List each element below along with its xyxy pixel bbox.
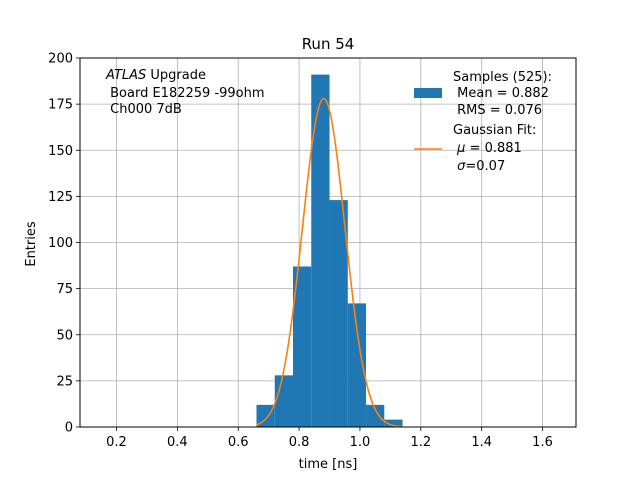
annotation-line-3: Ch000 7dB [106,102,182,117]
legend-fit-sigma: σ=0.07 [453,159,505,174]
y-tick-label: 0 [65,421,73,436]
chart-title: Run 54 [302,35,355,53]
y-tick-label: 25 [56,374,73,389]
legend-samples-rms: RMS = 0.076 [453,103,542,118]
legend-samples-mean: Mean = 0.882 [453,86,549,101]
y-tick-label: 75 [56,282,73,297]
x-tick-label: 0.2 [106,435,127,450]
histogram-bar [329,200,348,427]
gaussian-fit-curve [256,97,403,428]
x-tick-label: 0.6 [228,435,249,450]
histogram-bar [274,375,294,427]
legend-fit-mu-value: = 0.881 [465,141,521,156]
y-tick-label: 150 [48,144,73,159]
legend-fit-sigma-value: =0.07 [465,159,505,174]
legend: Samples (525): Mean = 0.882 RMS = 0.076 … [414,70,552,174]
x-tick-label: 0.8 [289,435,310,450]
x-axis-title: time [ns] [299,457,358,472]
y-tick-label: 50 [56,328,73,343]
y-tick-label: 100 [48,236,73,251]
x-tick-label: 1.0 [350,435,371,450]
annotation-line-1: ATLAS Upgrade [105,68,206,83]
x-tick-label: 0.4 [167,435,188,450]
legend-samples-patch [414,88,442,98]
x-tick-label: 1.2 [410,435,431,450]
histogram-bar [293,266,312,427]
y-tick-label: 200 [48,52,73,67]
histogram-bar [347,303,367,427]
x-tick-label: 1.4 [471,435,492,450]
y-tick-label: 125 [48,190,73,205]
y-axis-ticks: 0 25 50 75 100 125 150 175 200 [48,52,80,436]
y-axis-title: Entries [24,221,39,267]
histogram-bar [256,404,275,427]
histogram-bar [384,419,403,427]
legend-fit-mu-symbol: μ [456,141,465,156]
annotation-atlas: ATLAS [105,68,146,83]
histogram-bar [366,404,385,427]
legend-samples-title: Samples (525): [453,70,552,85]
y-tick-label: 175 [48,98,73,113]
legend-fit-mu: μ = 0.881 [453,141,522,156]
annotation-upgrade: Upgrade [146,68,206,83]
legend-fit-title: Gaussian Fit: [453,123,536,138]
x-tick-label: 1.6 [532,435,553,450]
annotation-line-2: Board E182259 -99ohm [106,86,265,101]
x-axis-ticks: 0.2 0.4 0.6 0.8 1.0 1.2 1.4 1.6 [106,427,553,450]
legend-fit-sigma-symbol: σ [457,159,466,174]
histogram-bar [311,74,330,427]
histogram-bars [256,74,403,427]
